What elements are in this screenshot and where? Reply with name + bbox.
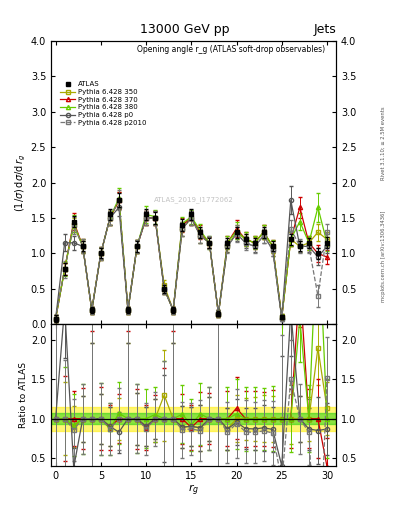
Text: Rivet 3.1.10; ≥ 2.5M events: Rivet 3.1.10; ≥ 2.5M events [381,106,386,180]
X-axis label: $r_g$: $r_g$ [188,482,199,498]
Bar [51,413,336,424]
Text: Jets: Jets [313,23,336,36]
Bar [51,407,336,431]
Text: Opening angle r_g (ATLAS soft-drop observables): Opening angle r_g (ATLAS soft-drop obser… [137,45,325,54]
Text: mcplots.cern.ch [arXiv:1306.3436]: mcplots.cern.ch [arXiv:1306.3436] [381,210,386,302]
Text: ATLAS_2019_I1772062: ATLAS_2019_I1772062 [154,196,233,203]
Legend: ATLAS, Pythia 6.428 350, Pythia 6.428 370, Pythia 6.428 380, Pythia 6.428 p0, Py: ATLAS, Pythia 6.428 350, Pythia 6.428 37… [57,78,149,129]
Y-axis label: $(1/\sigma)\,\mathrm{d}\sigma/\mathrm{d}\,r_g$: $(1/\sigma)\,\mathrm{d}\sigma/\mathrm{d}… [13,154,28,212]
Text: 13000 GeV pp: 13000 GeV pp [140,23,230,36]
Y-axis label: Ratio to ATLAS: Ratio to ATLAS [19,362,28,428]
